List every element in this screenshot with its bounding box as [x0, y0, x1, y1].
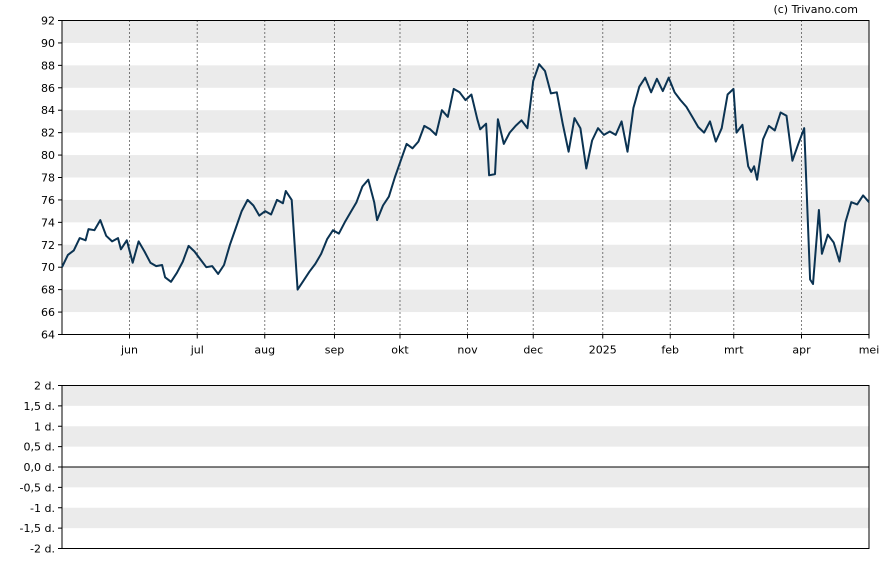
price-y-tick-label: 74 [41, 216, 55, 229]
month-gridlines [129, 20, 802, 335]
price-panel: 64 66 68 70 72 74 76 78 80 82 84 86 88 90 92 jun jul aug… [41, 15, 879, 357]
month-tick-label: okt [391, 344, 409, 357]
price-band [62, 289, 869, 313]
dividend-band [62, 467, 869, 488]
price-y-tick-label: 66 [41, 306, 55, 319]
price-y-ticks: 64 66 68 70 72 74 76 78 80 82 84 86 88 90 92 [41, 15, 62, 342]
price-y-tick-label: 72 [41, 239, 55, 252]
month-ticks: jun jul aug sep okt nov dec 2025 feb mrt apr mei [120, 334, 880, 357]
dividend-y-tick-label: 1 d. [34, 420, 55, 433]
price-band [62, 20, 869, 43]
dividend-y-tick-label: 1,5 d. [24, 400, 55, 413]
dividend-y-tick-label: -2 d. [30, 543, 55, 556]
month-tick-label: nov [457, 344, 478, 357]
price-y-tick-label: 92 [41, 15, 55, 28]
price-band [62, 155, 869, 178]
dividend-y-tick-label: -1 d. [30, 502, 55, 515]
month-tick-label: mrt [724, 344, 744, 357]
price-band [62, 199, 869, 223]
price-band [62, 65, 869, 88]
price-y-tick-label: 70 [41, 261, 55, 274]
dividend-y-tick-label: -0,5 d. [20, 481, 55, 494]
month-tick-label: mei [859, 344, 880, 357]
dividend-y-tick-label: 0,0 d. [24, 461, 55, 474]
month-tick-label: jun [120, 344, 138, 357]
price-y-tick-label: 88 [41, 59, 55, 72]
dividend-band [62, 385, 869, 406]
price-y-tick-label: 90 [41, 37, 55, 50]
dividend-band [62, 426, 869, 447]
credit-text: (c) Trivano.com [773, 3, 858, 16]
month-tick-label: sep [325, 344, 344, 357]
price-y-tick-label: 78 [41, 172, 55, 185]
dividend-bands [62, 385, 869, 529]
dividend-band [62, 507, 869, 529]
price-y-tick-label: 86 [41, 82, 55, 95]
price-series-line [61, 63, 870, 291]
price-y-tick-label: 80 [41, 149, 55, 162]
price-y-tick-label: 84 [41, 104, 55, 117]
dividend-y-tick-label: 2 d. [34, 380, 55, 393]
month-tick-label: jul [190, 344, 204, 357]
price-y-tick-label: 64 [41, 329, 55, 342]
month-tick-label: 2025 [589, 344, 617, 357]
month-tick-label: dec [523, 344, 543, 357]
month-tick-label: feb [661, 344, 679, 357]
price-y-tick-label: 82 [41, 127, 55, 140]
price-y-tick-label: 76 [41, 194, 55, 207]
dividend-panel: -2 d. -1,5 d. -1 d. -0,5 d. 0,0 d. 0,5 d. 1 d.… [20, 380, 870, 556]
dividend-y-tick-label: 0,5 d. [24, 441, 55, 454]
month-tick-label: aug [254, 344, 275, 357]
dividend-y-ticks: -2 d. -1,5 d. -1 d. -0,5 d. 0,0 d. 0,5 d. 1 d.… [20, 380, 62, 556]
dividend-y-tick-label: -1,5 d. [20, 522, 55, 535]
month-tick-label: apr [792, 344, 811, 357]
price-band [62, 110, 869, 133]
price-band [62, 244, 869, 268]
price-y-tick-label: 68 [41, 284, 55, 297]
